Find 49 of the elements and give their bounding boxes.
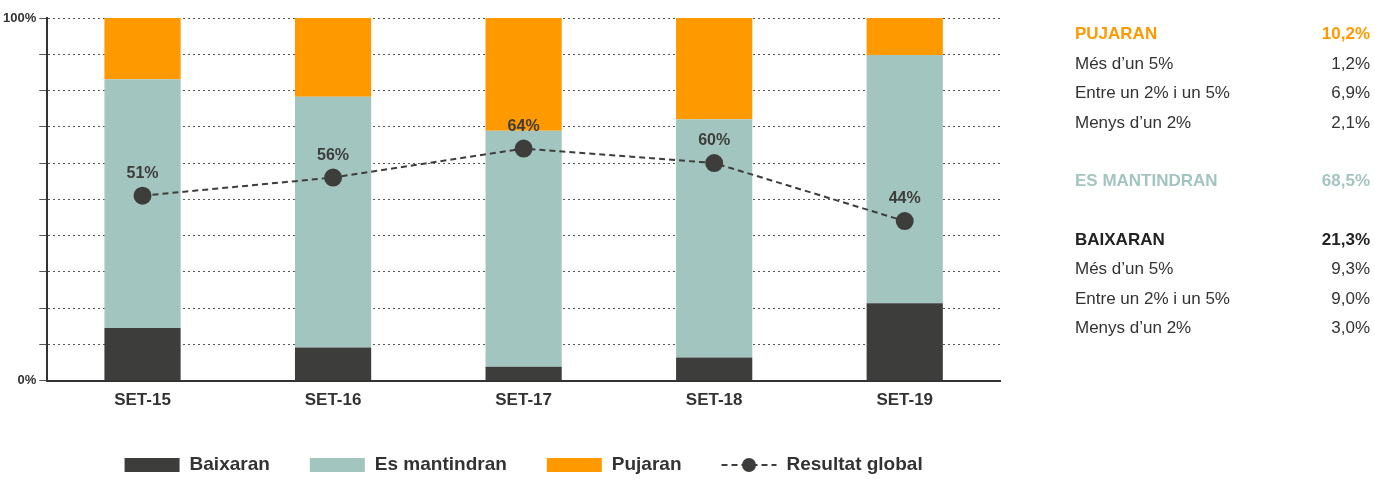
point bbox=[705, 154, 724, 173]
data-label: 44% bbox=[888, 189, 921, 207]
text: Entre un 2% i un 5% bbox=[1075, 83, 1230, 104]
x-tick-label: SET-19 bbox=[876, 390, 934, 410]
y-tick-label: 100% bbox=[3, 9, 37, 25]
legend-label: Resultat global bbox=[786, 453, 923, 475]
x-tick-label: SET-17 bbox=[495, 390, 552, 410]
bar bbox=[676, 119, 753, 358]
text: PUJARAN bbox=[1075, 24, 1158, 45]
x-tick-label: SET-15 bbox=[114, 390, 171, 410]
text: Més d’un 5% bbox=[1075, 53, 1174, 75]
text: 10,2% bbox=[1321, 24, 1370, 45]
text: Més d’un 5% bbox=[1075, 259, 1174, 280]
point bbox=[895, 212, 914, 231]
point bbox=[324, 168, 343, 187]
bar bbox=[294, 96, 372, 348]
text: Menys d’un 2% bbox=[1075, 112, 1192, 134]
data-label: 51% bbox=[126, 164, 159, 182]
bar bbox=[866, 18, 943, 55]
text: 6,9% bbox=[1331, 83, 1370, 104]
text: 2,1% bbox=[1331, 112, 1370, 134]
bar bbox=[676, 18, 753, 120]
bar bbox=[104, 18, 181, 80]
point bbox=[133, 186, 152, 205]
text: Entre un 2% i un 5% bbox=[1075, 288, 1230, 310]
bar bbox=[485, 18, 562, 131]
y-tick-label: 0% bbox=[17, 372, 37, 388]
text: 1,2% bbox=[1331, 53, 1370, 75]
text: 21,3% bbox=[1321, 229, 1370, 251]
legend-label: Es mantindran bbox=[374, 453, 507, 475]
legend-label: Baixaran bbox=[189, 453, 270, 475]
text: 9,3% bbox=[1331, 259, 1370, 280]
bar bbox=[485, 130, 562, 367]
x-tick-label: SET-18 bbox=[685, 390, 743, 410]
bar bbox=[104, 79, 181, 329]
text: 68,5% bbox=[1321, 171, 1370, 192]
data-label: 60% bbox=[698, 131, 731, 149]
text: Menys d’un 2% bbox=[1075, 318, 1192, 339]
x-tick-label: SET-16 bbox=[304, 390, 362, 410]
legend-label: Pujaran bbox=[611, 453, 682, 475]
text: 3,0% bbox=[1331, 318, 1370, 339]
text: BAIXARAN bbox=[1075, 229, 1165, 251]
point bbox=[514, 139, 533, 158]
data-label: 56% bbox=[317, 145, 350, 163]
bar bbox=[294, 18, 372, 97]
text: 9,0% bbox=[1331, 288, 1370, 310]
data-label: 64% bbox=[507, 116, 540, 134]
bar bbox=[866, 54, 943, 304]
text: ES MANTINDRAN bbox=[1075, 171, 1218, 192]
